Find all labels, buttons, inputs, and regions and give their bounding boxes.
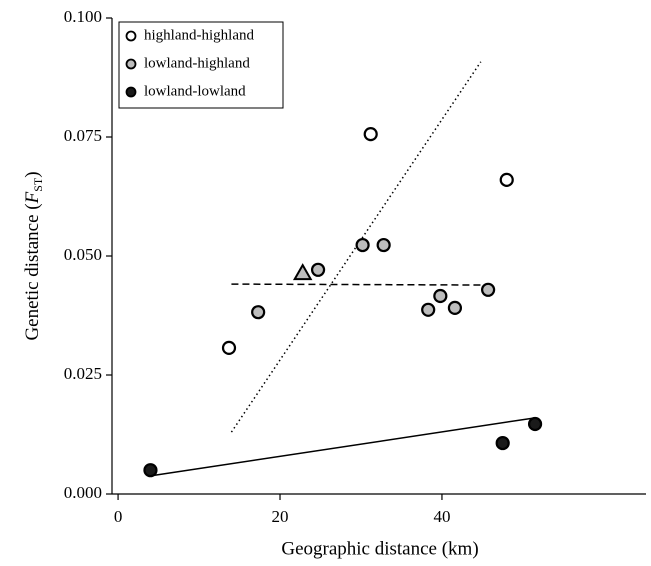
point	[376, 237, 391, 253]
point	[499, 172, 514, 187]
y-label-text: )	[22, 171, 43, 177]
point	[421, 302, 436, 317]
y-tick-label: 0.025	[64, 364, 102, 383]
point	[310, 262, 326, 277]
point	[495, 435, 510, 451]
y-label-symbol: F	[22, 191, 43, 204]
legend-label: lowland-lowland	[144, 83, 246, 99]
x-axis-label: Geographic distance (km)	[281, 538, 478, 559]
point	[355, 237, 370, 253]
y-tick-label: 0.000	[64, 483, 102, 502]
trend-line	[150, 417, 536, 477]
legend-marker	[125, 30, 137, 42]
point	[447, 300, 463, 315]
y-tick-label: 0.100	[64, 7, 102, 26]
y-tick-label: 0.075	[64, 126, 102, 145]
trend-line	[231, 283, 485, 286]
point	[527, 416, 543, 432]
point	[433, 288, 448, 304]
point	[143, 463, 158, 478]
x-tick-label: 0	[114, 507, 123, 526]
y-axis-label: Genetic distance (FST)	[22, 171, 44, 340]
legend-label: lowland-highland	[144, 55, 250, 71]
legend-marker	[125, 58, 137, 70]
legend-marker	[125, 86, 137, 98]
point	[251, 305, 266, 320]
legend-label: highland-highland	[144, 27, 254, 43]
y-label-text: Genetic distance (	[22, 203, 43, 340]
x-tick-label: 40	[433, 507, 450, 526]
point	[221, 340, 237, 355]
highlight-triangle	[292, 263, 313, 281]
y-tick-label: 0.050	[64, 245, 102, 264]
point	[481, 282, 496, 297]
legend-box	[118, 21, 284, 109]
x-tick-label: 20	[272, 507, 289, 526]
point	[363, 127, 378, 142]
y-label-subscript: ST	[31, 177, 45, 192]
